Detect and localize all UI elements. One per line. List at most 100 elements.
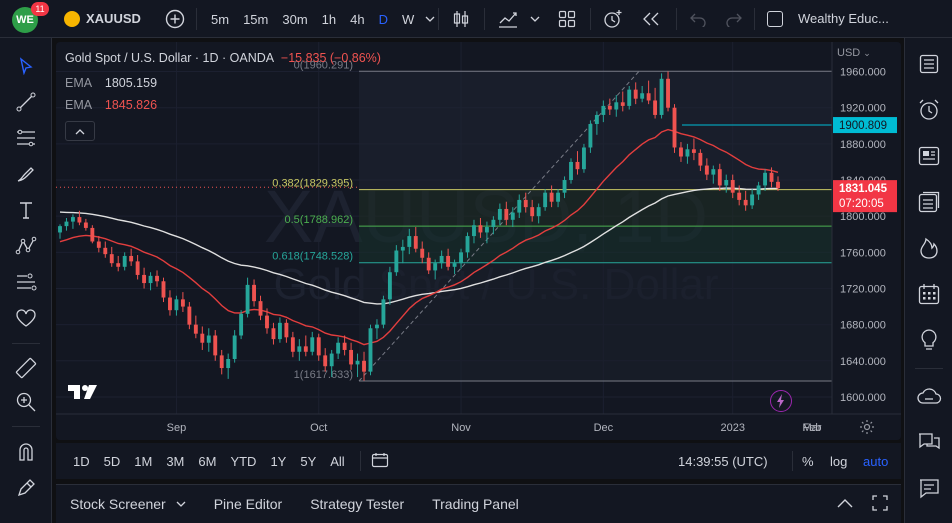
candle-body	[517, 199, 522, 213]
tab-strategy-tester[interactable]: Strategy Tester	[310, 496, 405, 512]
compare-symbol-button[interactable]	[164, 0, 186, 38]
candle-body	[691, 149, 696, 153]
candle	[381, 295, 386, 329]
trendline-tool[interactable]	[12, 88, 40, 116]
candle	[90, 225, 95, 244]
replay-button[interactable]	[638, 0, 664, 38]
interval-d[interactable]: D	[378, 11, 388, 27]
interval-5m[interactable]: 5m	[211, 11, 230, 27]
candle-body	[180, 299, 185, 307]
range-5d[interactable]: 5D	[103, 453, 121, 469]
range-1d[interactable]: 1D	[73, 453, 90, 469]
interval-4h[interactable]: 4h	[350, 11, 365, 27]
interval-w[interactable]: W	[401, 11, 415, 27]
messages-button[interactable]	[915, 474, 943, 502]
expand-panel-button[interactable]	[836, 496, 854, 512]
range-1m[interactable]: 1M	[134, 453, 153, 469]
interval-30m[interactable]: 30m	[282, 11, 308, 27]
candle	[77, 210, 82, 226]
candle-body	[504, 208, 509, 220]
calendar-button[interactable]	[915, 280, 943, 308]
data-window-button[interactable]	[915, 188, 943, 216]
candle-body	[672, 107, 677, 148]
candle-body	[750, 194, 755, 206]
maximize-panel-button[interactable]	[872, 494, 888, 514]
indicators-button[interactable]	[496, 0, 520, 38]
candle	[135, 255, 140, 280]
range-all[interactable]: All	[330, 453, 345, 469]
chart-pane[interactable]: XAUUSD, 1D Gold Spot / U.S. Dollar 0(196…	[56, 42, 901, 440]
ema-label: EMA	[65, 98, 92, 112]
redo-button[interactable]	[722, 0, 746, 38]
indicators-dropdown[interactable]	[528, 0, 542, 38]
candle-body	[252, 284, 256, 302]
chart-canvas[interactable]: XAUUSD, 1D Gold Spot / U.S. Dollar 0(196…	[56, 42, 901, 440]
alert-button[interactable]	[600, 0, 626, 38]
auto-scale-toggle[interactable]: auto	[863, 453, 889, 469]
ideas-button[interactable]	[915, 326, 943, 354]
log-toggle[interactable]: log	[830, 453, 848, 469]
candle	[297, 339, 302, 361]
chart-settings-button[interactable]	[856, 416, 878, 438]
tab-pine-editor[interactable]: Pine Editor	[213, 496, 283, 512]
bar-style-button[interactable]	[450, 0, 472, 38]
zoom-tool[interactable]	[12, 388, 40, 416]
range-5y[interactable]: 5Y	[300, 453, 317, 469]
watchlist-button[interactable]	[915, 50, 943, 78]
checkbox-icon	[767, 10, 783, 27]
interval-15m[interactable]: 15m	[243, 11, 269, 27]
zoom-in-icon	[16, 392, 36, 412]
chart-title[interactable]: Gold Spot / U.S. Dollar · 1D · OANDA −15…	[65, 51, 381, 65]
percent-toggle[interactable]: %	[802, 453, 814, 469]
candle-body	[77, 217, 82, 223]
cursor-tool[interactable]	[12, 52, 40, 80]
fib-zone	[359, 71, 832, 190]
layout-button[interactable]	[556, 0, 578, 38]
candle-body	[297, 346, 302, 352]
time-tick-label: 2023	[720, 422, 744, 434]
favorites-tool[interactable]	[12, 304, 40, 332]
tradingview-logo[interactable]	[66, 382, 100, 407]
hotlists-button[interactable]	[915, 234, 943, 262]
candle-body	[439, 255, 444, 264]
currency-selector[interactable]: USD ⌄	[837, 47, 871, 59]
range-1y[interactable]: 1Y	[270, 453, 287, 469]
candle	[180, 292, 185, 312]
alerts-button[interactable]	[915, 96, 943, 124]
community-chat-button[interactable]	[915, 428, 943, 456]
news-button[interactable]	[915, 142, 943, 170]
candle	[459, 248, 463, 269]
lock-drawing-tool[interactable]	[12, 474, 40, 502]
symbol-search[interactable]: XAUUSD	[64, 0, 141, 38]
chats-button[interactable]	[915, 382, 943, 410]
magnet-tool[interactable]	[12, 438, 40, 466]
tab-trading-panel[interactable]: Trading Panel	[432, 496, 519, 512]
candle-body	[698, 152, 703, 166]
select-checkbox[interactable]	[764, 0, 786, 38]
tab-stock-screener[interactable]: Stock Screener	[56, 496, 200, 512]
pattern-tool[interactable]	[12, 232, 40, 260]
undo-button[interactable]	[686, 0, 710, 38]
news-flash-button[interactable]	[770, 390, 792, 412]
utc-clock[interactable]: 14:39:55 (UTC)	[678, 453, 768, 469]
cursor-icon	[19, 57, 33, 75]
layout-name-button[interactable]: Wealthy Educ...	[798, 0, 889, 38]
date-range-picker[interactable]	[371, 452, 389, 471]
price-axis	[832, 42, 901, 440]
candle-body	[646, 93, 651, 101]
candle	[413, 227, 418, 253]
interval-1h[interactable]: 1h	[321, 11, 337, 27]
fib-tool[interactable]	[12, 124, 40, 152]
range-ytd[interactable]: YTD	[230, 453, 257, 469]
measure-tool[interactable]	[12, 354, 40, 382]
interval-dropdown[interactable]	[421, 0, 439, 38]
brush-tool[interactable]	[12, 160, 40, 188]
prediction-tool[interactable]	[12, 268, 40, 296]
ema-slow-legend[interactable]: EMA 1845.826	[65, 98, 157, 112]
range-6m[interactable]: 6M	[198, 453, 217, 469]
collapse-legend-button[interactable]	[65, 121, 95, 141]
range-3m[interactable]: 3M	[166, 453, 185, 469]
text-tool[interactable]	[12, 196, 40, 224]
ema-fast-legend[interactable]: EMA 1805.159	[65, 76, 157, 90]
candle	[763, 169, 768, 191]
